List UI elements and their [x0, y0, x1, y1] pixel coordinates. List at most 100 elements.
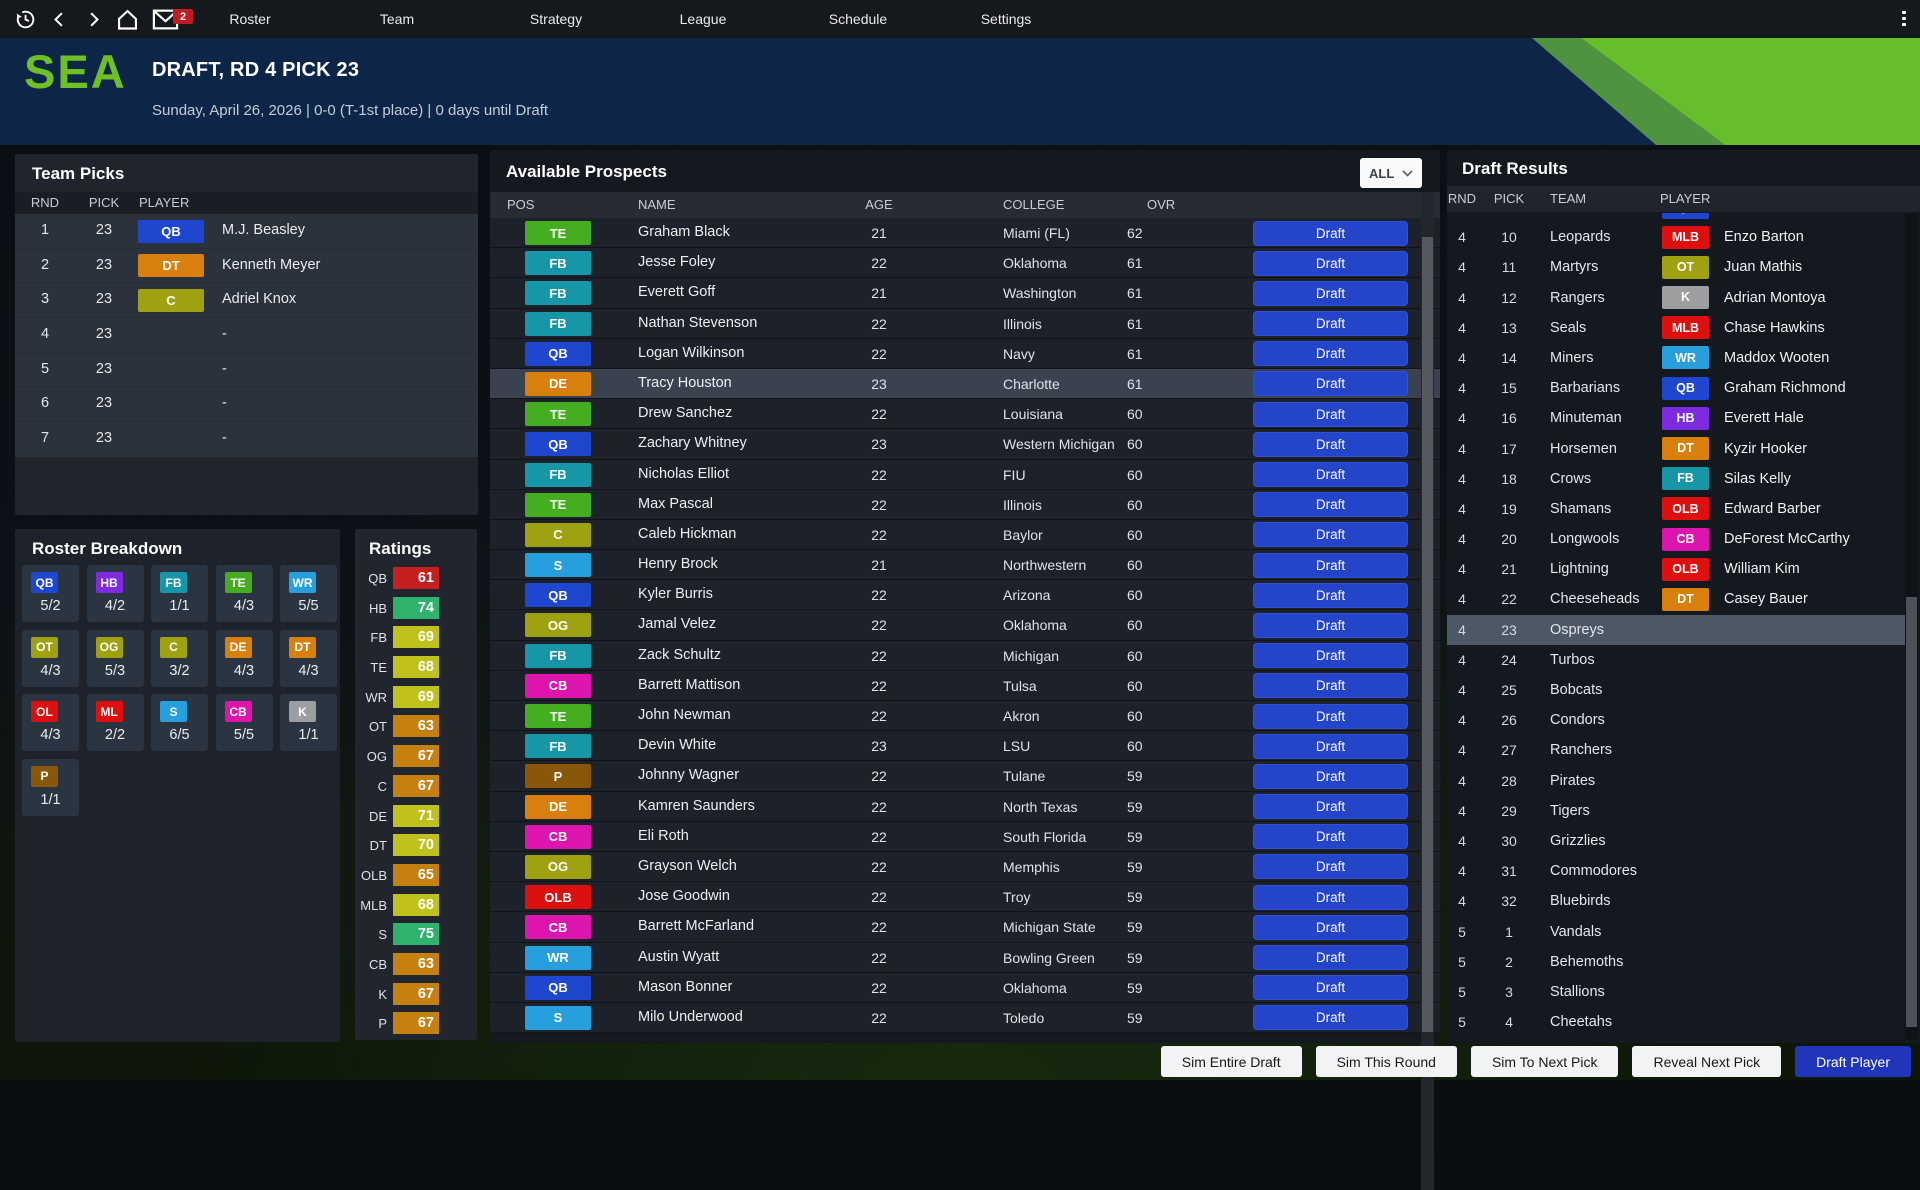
prospect-age: 22 [871, 1009, 887, 1026]
result-pick: 23 [1501, 621, 1517, 638]
nav-item-roster[interactable]: Roster [229, 11, 271, 27]
pick-number: 23 [95, 256, 113, 273]
nav-item-strategy[interactable]: Strategy [529, 11, 583, 27]
prospect-row[interactable]: WR Austin Wyatt 22 Bowling Green 59 Draft [490, 942, 1440, 973]
prospect-row[interactable]: FB Nathan Stevenson 22 Illinois 61 Draft [490, 308, 1440, 339]
prospect-row[interactable]: QB Mason Bonner 22 Oklahoma 59 Draft [490, 972, 1440, 1003]
prospect-row[interactable]: TE John Newman 22 Akron 60 Draft [490, 701, 1440, 732]
draft-button[interactable]: Draft [1253, 763, 1408, 789]
prospect-row[interactable]: FB Nicholas Elliot 22 FIU 60 Draft [490, 459, 1440, 490]
draft-button[interactable]: Draft [1253, 884, 1408, 910]
result-pick: 24 [1501, 651, 1517, 668]
prospects-scrollbar-thumb[interactable] [1422, 237, 1433, 1032]
history-icon[interactable] [12, 0, 37, 38]
draft-button[interactable]: Draft [1253, 311, 1408, 337]
prospect-row[interactable]: DE Kamren Saunders 22 North Texas 59 Draft [490, 791, 1440, 822]
sim-to-next-pick-button[interactable]: Sim To Next Pick [1470, 1046, 1619, 1077]
draft-button[interactable]: Draft [1253, 824, 1408, 850]
column-header-player: PLAYER [139, 195, 190, 210]
prospect-overall: 60 [1127, 496, 1143, 513]
prospect-row[interactable]: TE Max Pascal 22 Illinois 60 Draft [490, 489, 1440, 520]
prospect-row[interactable]: QB Kyler Burris 22 Arizona 60 Draft [490, 580, 1440, 611]
result-round: 4 [1458, 531, 1466, 548]
rating-row: OLB 65 [355, 863, 477, 893]
prospect-row[interactable]: FB Devin White 23 LSU 60 Draft [490, 731, 1440, 762]
prospect-row[interactable]: C Caleb Hickman 22 Baylor 60 Draft [490, 519, 1440, 551]
prospect-age: 23 [871, 738, 887, 755]
prospect-age: 22 [871, 889, 887, 906]
draft-button[interactable]: Draft [1253, 492, 1408, 518]
nav-item-league[interactable]: League [679, 11, 727, 27]
prospect-row[interactable]: CB Eli Roth 22 South Florida 59 Draft [490, 821, 1440, 852]
sim-this-round-button[interactable]: Sim This Round [1315, 1046, 1457, 1077]
pick-number: 23 [95, 360, 113, 377]
draft-button[interactable]: Draft [1253, 975, 1408, 1001]
draft-button[interactable]: Draft [1253, 914, 1408, 940]
draft-button[interactable]: Draft [1253, 371, 1408, 397]
draft-button[interactable]: Draft [1253, 280, 1408, 306]
draft-button[interactable]: Draft [1253, 582, 1408, 608]
prospect-row[interactable]: CB Barrett McFarland 22 Michigan State 59 Dra… [490, 912, 1440, 943]
prospect-row[interactable]: OG Jamal Velez 22 Oklahoma 60 Draft [490, 610, 1440, 641]
prospect-row[interactable]: TE Drew Sanchez 22 Louisiana 60 Draft [490, 399, 1440, 430]
rating-position-label: K [378, 986, 387, 1002]
reveal-next-pick-button[interactable]: Reveal Next Pick [1632, 1046, 1782, 1077]
prospect-row[interactable]: CB Barrett Mattison 22 Tulsa 60 Draft [490, 670, 1440, 701]
prospect-row[interactable]: P Johnny Wagner 22 Tulane 59 Draft [490, 761, 1440, 792]
draft-button[interactable]: Draft [1253, 643, 1408, 669]
sim-entire-draft-button[interactable]: Sim Entire Draft [1160, 1046, 1302, 1077]
prospect-row[interactable]: QB Zachary Whitney 23 Western Michigan 60 Dra… [490, 429, 1440, 460]
nav-item-team[interactable]: Team [379, 11, 415, 27]
draft-button[interactable]: Draft [1253, 401, 1408, 427]
prospect-row[interactable]: OLB Jose Goodwin 22 Troy 59 Draft [490, 882, 1440, 913]
position-filter-dropdown[interactable]: ALL [1360, 158, 1422, 188]
roster-count: 1/1 [169, 598, 190, 614]
back-icon[interactable] [50, 0, 69, 38]
prospect-row[interactable]: S Henry Brock 21 Northwestern 60 Draft [490, 550, 1440, 581]
draft-button[interactable]: Draft [1253, 522, 1408, 548]
prospect-age: 23 [871, 375, 887, 392]
roster-position-card: QB 5/2 [22, 565, 79, 622]
draft-player-button[interactable]: Draft Player [1795, 1046, 1911, 1077]
result-pick: 1 [1505, 923, 1513, 940]
draft-button[interactable]: Draft [1253, 462, 1408, 487]
position-badge-qb: QB [1662, 213, 1709, 219]
draft-button[interactable]: Draft [1253, 673, 1408, 699]
prospect-row[interactable]: S Milo Underwood 22 Toledo 59 Draft [490, 1002, 1440, 1034]
draft-button[interactable]: Draft [1253, 945, 1408, 970]
home-icon[interactable] [114, 0, 141, 38]
forward-icon[interactable] [84, 0, 103, 38]
draft-button[interactable]: Draft [1253, 431, 1408, 457]
prospect-row[interactable]: FB Zack Schultz 22 Michigan 60 Draft [490, 640, 1440, 671]
draft-button[interactable]: Draft [1253, 794, 1408, 820]
draft-button[interactable]: Draft [1253, 220, 1408, 246]
prospect-college: Tulsa [1003, 677, 1037, 694]
result-player: Everett Hale [1724, 410, 1804, 427]
prospect-row[interactable]: TE Graham Black 21 Miami (FL) 62 Draft [490, 218, 1440, 249]
draft-button[interactable]: Draft [1253, 1005, 1408, 1031]
prospect-row[interactable]: FB Everett Goff 21 Washington 61 Draft [490, 278, 1440, 309]
prospect-row[interactable]: QB Logan Wilkinson 22 Navy 61 Draft [490, 338, 1440, 369]
nav-item-schedule[interactable]: Schedule [828, 11, 888, 27]
prospect-name: Devin White [638, 737, 717, 754]
draft-button[interactable]: Draft [1253, 733, 1408, 759]
draft-button[interactable]: Draft [1253, 341, 1408, 367]
roster-count: 1/1 [40, 791, 61, 808]
draft-button[interactable]: Draft [1253, 854, 1408, 880]
draft-button[interactable]: Draft [1253, 612, 1408, 638]
kebab-menu-icon[interactable] [1900, 8, 1908, 29]
prospect-age: 22 [871, 858, 887, 875]
mail-unread-badge: 2 [173, 9, 193, 24]
draft-button[interactable]: Draft [1253, 250, 1408, 276]
column-header-pick: PICK [1493, 191, 1525, 206]
draft-results-panel: Draft Results RND PICK TEAM PLAYER QB 4 10… [1447, 150, 1920, 1043]
prospect-row[interactable]: FB Jesse Foley 22 Oklahoma 61 Draft [490, 248, 1440, 279]
draft-button[interactable]: Draft [1253, 552, 1408, 578]
prospect-row[interactable]: DE Tracy Houston 23 Charlotte 61 Draft [490, 368, 1440, 400]
draft-button[interactable]: Draft [1253, 703, 1408, 729]
position-badge-wr: WR [289, 572, 316, 593]
prospect-row[interactable]: OG Grayson Welch 22 Memphis 59 Draft [490, 851, 1440, 883]
nav-item-settings[interactable]: Settings [980, 11, 1032, 27]
draft-results-scrollbar-thumb[interactable] [1906, 597, 1917, 1027]
position-badge-og: OG [95, 636, 123, 658]
